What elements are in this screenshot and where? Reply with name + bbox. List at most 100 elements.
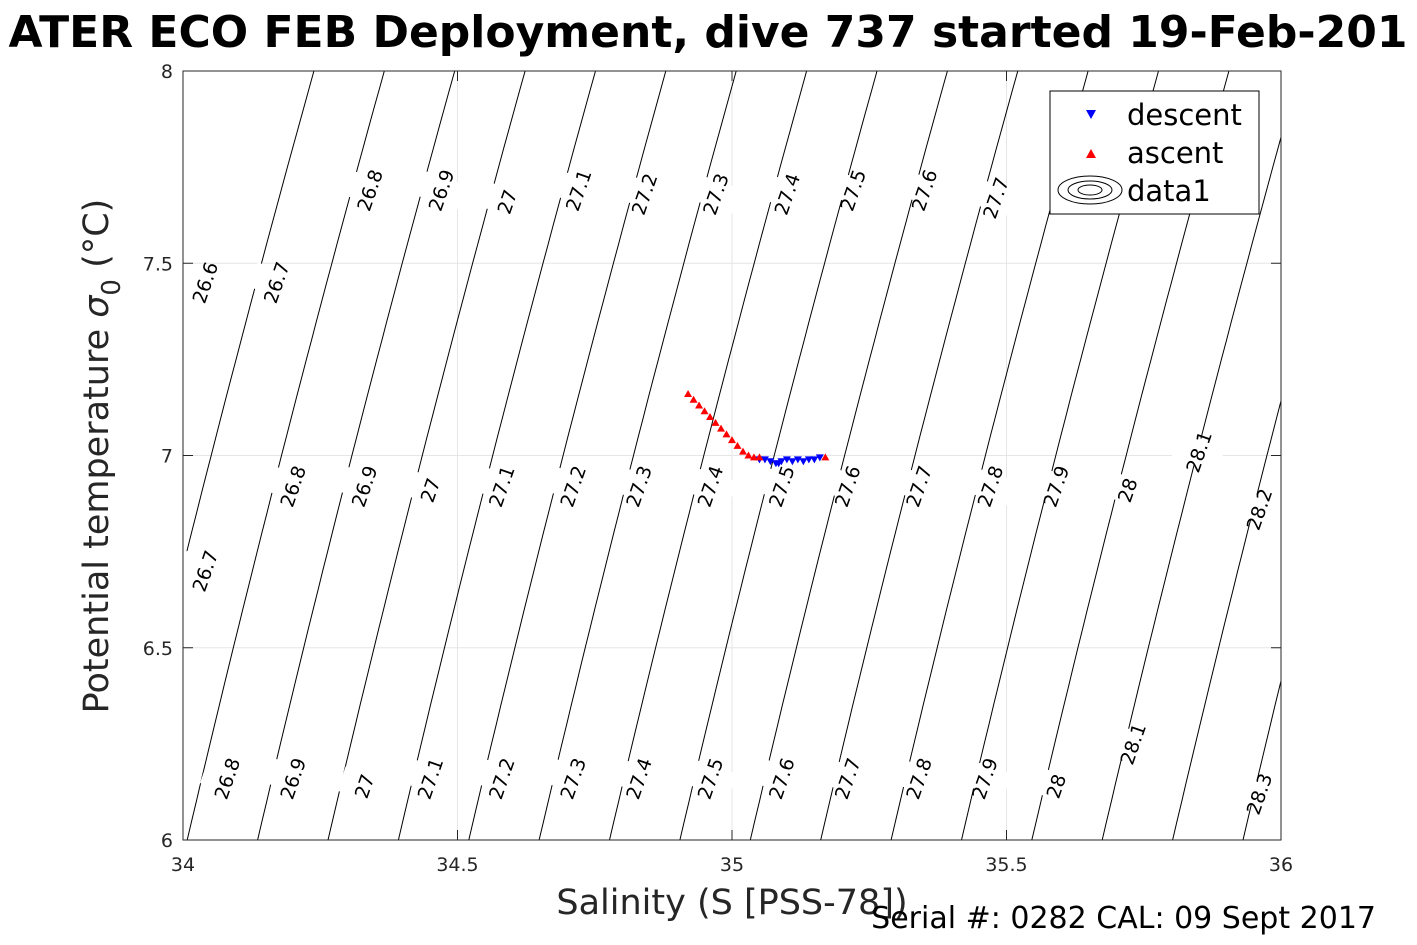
contour-label-mask [891, 758, 946, 799]
y-tick-label: 7 [161, 446, 173, 468]
x-tick-label: 35 [720, 854, 744, 876]
ascent-point [706, 413, 715, 421]
descent-point [777, 458, 786, 466]
x-tick-label: 35.5 [985, 854, 1027, 876]
contour-label-mask [825, 170, 880, 211]
y-tick-label: 6.5 [143, 638, 173, 660]
ascent-point [684, 389, 693, 397]
y-tick-label: 6 [161, 830, 173, 852]
chart-title: ATER ECO FEB Deployment, dive 737 starte… [9, 7, 1408, 58]
legend-descent-marker [1086, 110, 1096, 119]
y-tick-label: 7.5 [143, 253, 173, 275]
isopycnal-line [1172, 398, 1281, 840]
isopycnal-line [749, 71, 948, 840]
descent-point [815, 454, 824, 462]
contour-label-mask [474, 466, 529, 507]
descent-point [804, 456, 813, 464]
descent-point [788, 458, 797, 466]
contour-label-mask [1028, 766, 1083, 807]
isopycnal-line [1304, 33, 1417, 879]
contour-label-mask [688, 173, 743, 215]
descent-point [760, 456, 769, 464]
contour-label-mask [963, 466, 1017, 507]
contour-label-mask [403, 758, 457, 799]
data-points [684, 389, 830, 468]
isopycnal-line [327, 71, 526, 840]
ascent-point [728, 436, 736, 444]
contour-label-mask [754, 466, 809, 507]
x-tick-label: 34.5 [436, 854, 478, 876]
contour-label-mask [474, 758, 529, 799]
contour-label-mask [968, 177, 1023, 218]
descent-point [782, 456, 791, 464]
isopycnal-line [1242, 678, 1281, 840]
legend: descent ascent data1 [1049, 90, 1260, 215]
contour-label-mask [1232, 489, 1286, 530]
descent-point [799, 458, 808, 466]
legend-ascent-label: ascent [1127, 136, 1223, 170]
ascent-point [755, 453, 764, 461]
legend-box [1049, 90, 1260, 215]
ascent-point [700, 407, 709, 415]
contour-label-mask [1105, 723, 1160, 764]
contour-label-mask [545, 758, 600, 799]
descent-point [793, 456, 802, 464]
contour-label-mask [611, 758, 666, 799]
contour-label-mask [1232, 773, 1286, 814]
ascent-point [717, 424, 726, 432]
x-tick-label: 34 [171, 854, 195, 876]
legend-ascent-marker [1086, 149, 1096, 158]
contour-label-mask [199, 758, 254, 799]
contour-label-mask [178, 262, 232, 303]
ascent-point [733, 441, 742, 449]
isopycnal-line [679, 71, 878, 840]
isopycnal-line [468, 71, 667, 840]
contour-label-mask [683, 466, 737, 507]
y-axis-label: Potential temperature σ0 (°C) [77, 199, 127, 714]
contour-label-mask [403, 469, 457, 511]
y-axis-label-sigma: σ [77, 294, 117, 318]
descent-point [810, 456, 819, 464]
ascent-point [749, 453, 758, 461]
y-axis-label-text: Potential temperature [77, 318, 117, 714]
ascent-point [722, 430, 731, 438]
contour-label-mask [1100, 469, 1155, 511]
contour-label-mask [337, 466, 392, 507]
x-axis-label: Salinity (S [PSS-78]) [556, 883, 907, 923]
contour-label-mask [342, 170, 397, 211]
descent-point [766, 458, 775, 466]
ascent-point [689, 395, 698, 403]
ascent-point [738, 447, 747, 455]
x-tick-label: 36 [1269, 854, 1293, 876]
y-axis-ticks: 6 6.5 7 7.5 8 [143, 61, 1281, 852]
legend-contour-icon [1057, 175, 1123, 205]
y-axis-label-unit: (°C) [77, 199, 117, 279]
contour-label-mask [683, 758, 737, 799]
ascent-point [744, 451, 753, 459]
contour-label-mask [479, 181, 534, 222]
y-tick-label: 8 [161, 61, 173, 83]
ascent-point [695, 401, 704, 409]
contour-label-mask [414, 170, 468, 211]
legend-data1-label: data1 [1127, 174, 1211, 208]
contour-label-mask [1171, 431, 1226, 472]
contour-label-mask [337, 766, 392, 807]
contour-label-mask [820, 466, 875, 507]
isopycnal-line [538, 71, 737, 840]
contour-label-mask [265, 758, 320, 799]
contour-label-mask [611, 466, 666, 507]
contour-label-mask [178, 550, 232, 591]
contour-labels: 26.6 26.726.8 26.9 27 27.1 27.2 27.3 27.4 27.5 27… [178, 167, 1286, 818]
isopycnal-line [183, 71, 315, 569]
contour-label-mask [551, 170, 606, 211]
contour-label-mask [891, 466, 946, 507]
contour-label-mask [957, 758, 1012, 799]
contour-label-mask [545, 466, 600, 507]
ascent-point [711, 418, 720, 426]
ascent-point [821, 453, 830, 461]
isopycnal-line [820, 71, 1019, 840]
contour-label-mask [759, 173, 814, 215]
contour-label-mask [820, 758, 875, 799]
contour-label-mask [249, 262, 304, 303]
